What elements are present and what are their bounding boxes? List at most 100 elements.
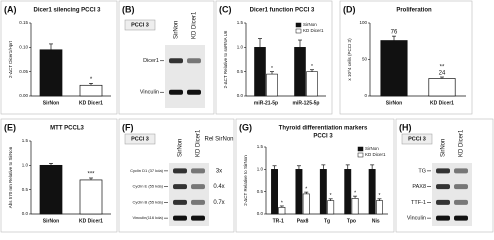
x-tick-label: Tg [324, 218, 330, 224]
significance: *** [87, 172, 95, 178]
panel-frame [0, 118, 118, 233]
bar [375, 200, 383, 215]
row-label: TG [418, 168, 426, 174]
significance: * [281, 200, 283, 206]
bar [79, 179, 103, 215]
significance: ** [440, 65, 445, 71]
bar [266, 73, 278, 97]
y-tick-label: 0.10 [19, 45, 28, 50]
x-tick-label: SirNon [386, 100, 402, 106]
blot-band [169, 89, 183, 95]
bar [327, 200, 335, 215]
y-tick-label: 0 [364, 93, 367, 98]
blot-band [173, 184, 187, 190]
blot-membrane [169, 163, 209, 226]
blot-band [173, 168, 187, 174]
bar [39, 164, 63, 215]
legend-label: KD Dicer1 [365, 152, 386, 157]
blot-membrane [165, 45, 205, 108]
blot-band [173, 199, 187, 205]
blot-band [454, 215, 468, 221]
y-tick-label: 1.5 [22, 138, 29, 143]
title-box [124, 19, 156, 31]
x-tick-label: miR-125-5p [293, 100, 320, 106]
bar [278, 207, 286, 215]
legend-swatch [295, 22, 302, 28]
chart-title: MTT PCCL3 [50, 126, 84, 132]
panel-frame [118, 118, 235, 233]
bar [79, 84, 103, 97]
panel-label: (C) [219, 4, 232, 14]
legend-swatch [295, 28, 302, 34]
y-tick-label: 100 [359, 20, 367, 25]
bar [344, 169, 352, 215]
y-axis-label: 2-ΔCT Relative to snRNA U6 [223, 30, 228, 88]
x-tick-label: Pax8 [297, 218, 309, 224]
legend-swatch [357, 146, 364, 152]
bar [428, 78, 456, 97]
row-label: Vinculin [140, 90, 159, 96]
bar [351, 198, 359, 215]
chart-subtitle: PCCI 3 [313, 134, 333, 140]
x-tick-label: Tpo [347, 218, 356, 224]
ratio-label: 0.4x [213, 184, 224, 190]
x-tick-label: KD Dicer1 [79, 100, 103, 106]
blot-band [436, 215, 450, 221]
panel-frame [215, 0, 333, 115]
blot-title: PCCI 3 [131, 136, 149, 142]
title-box [401, 133, 433, 145]
chart-title: Dicer1 silencing PCCI 3 [33, 8, 101, 14]
panel-label: (E) [4, 122, 16, 132]
y-tick-label: 1.5 [257, 144, 264, 149]
panel-frame [0, 0, 118, 115]
lane-label: SirNon [174, 21, 180, 39]
legend-label: SirNon [365, 146, 379, 151]
x-tick-label: KD Dicer1 [79, 218, 103, 224]
blot-title: PCCI 3 [408, 136, 426, 142]
chart-title: Thyroid differentiation markers [279, 126, 368, 132]
blot-band [187, 58, 201, 64]
blot-band [191, 199, 205, 205]
bar [368, 169, 376, 215]
blot-membrane [432, 163, 472, 226]
value-label: 76 [391, 30, 398, 36]
bar [319, 169, 327, 215]
bar [294, 47, 306, 97]
significance: * [90, 77, 93, 83]
significance: * [354, 190, 356, 196]
row-label: Dicer1 [143, 58, 159, 64]
legend-label: KD Dicer1 [303, 28, 324, 33]
blot-title: PCCI 3 [131, 22, 149, 28]
significance: * [271, 66, 273, 72]
chart-title: Dicer1 function PCCI 3 [250, 8, 315, 14]
y-tick-label: 0.15 [19, 20, 28, 25]
y-tick-label: 1.0 [237, 45, 244, 50]
panel-label: (B) [122, 4, 135, 14]
row-label: Vinculin(116 kda) [132, 215, 163, 220]
blot-band [173, 215, 187, 221]
row-label: TTF-1 [411, 200, 426, 206]
blot-band [454, 168, 468, 174]
y-axis-label: 2-ΔCT Dicer1/Hprt [8, 40, 13, 78]
lane-label: KD Dicer1 [459, 129, 465, 157]
significance: * [305, 186, 307, 192]
y-tick-label: 0.0 [237, 93, 244, 98]
panel-frame [235, 118, 395, 233]
y-axis-label: Abs 570 nm Relative to SirNon [8, 146, 13, 208]
y-tick-label: 0.5 [237, 69, 244, 74]
y-tick-label: 0.0 [22, 211, 29, 216]
lane-label: KD Dicer1 [196, 129, 202, 157]
ratio-label: 3x [216, 168, 222, 174]
panel-label: (D) [343, 4, 356, 14]
bar [271, 169, 279, 215]
significance: * [378, 193, 380, 199]
bar [39, 49, 63, 97]
row-label: Cyclin D1 (37 kda) [130, 168, 164, 173]
title-box [124, 133, 156, 145]
row-label: Cyclin E (55 kda) [133, 184, 164, 189]
panel-frame [339, 0, 473, 115]
y-tick-label: 1.5 [237, 20, 244, 25]
y-tick-label: 1.0 [257, 167, 264, 172]
bar [302, 193, 310, 215]
blot-band [454, 199, 468, 205]
